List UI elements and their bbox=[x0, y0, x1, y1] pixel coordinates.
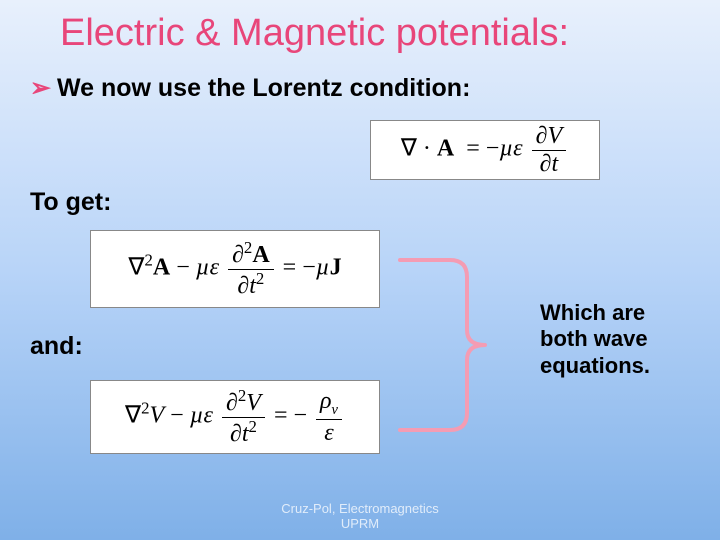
brace-icon bbox=[395, 235, 500, 455]
note-l3: equations. bbox=[540, 353, 650, 378]
footer-l1: Cruz-Pol, Electromagnetics bbox=[281, 501, 439, 516]
eq1-t: t bbox=[551, 151, 558, 177]
eq2-J: J bbox=[330, 255, 342, 281]
eq3-f1d-d: ∂ bbox=[230, 421, 242, 447]
eq1-A: A bbox=[437, 136, 454, 162]
eq3-f1d-sup: 2 bbox=[249, 417, 257, 436]
bullet-text: We now use the Lorentz condition: bbox=[57, 74, 470, 103]
bullet-prefix: We bbox=[57, 74, 94, 102]
footer: Cruz-Pol, Electromagnetics UPRM bbox=[281, 501, 439, 532]
eq3-V: V bbox=[150, 403, 165, 429]
eq2-f1n-d: ∂ bbox=[232, 242, 244, 268]
bullet-line: ➢ We now use the Lorentz condition: bbox=[0, 55, 720, 103]
eq2-frac: ∂2A ∂t2 bbox=[228, 239, 274, 299]
eq3-nabla-sup: 2 bbox=[141, 399, 149, 418]
eq3-rho-sub: ν bbox=[332, 402, 338, 418]
eq1-nabla-dot: ∇ · bbox=[401, 136, 431, 162]
eq2-f1d-sup: 2 bbox=[256, 269, 264, 288]
footer-l2: UPRM bbox=[341, 516, 379, 531]
eq1-dnum: ∂ bbox=[536, 123, 548, 149]
eq2-eq: = − bbox=[283, 255, 316, 281]
label-and: and: bbox=[0, 332, 83, 361]
chevron-icon: ➢ bbox=[30, 73, 51, 103]
eq2-eps: ε bbox=[210, 255, 219, 281]
label-to-get: To get: bbox=[0, 188, 111, 217]
note-l1: Which are bbox=[540, 300, 645, 325]
eq3-den-eps: ε bbox=[324, 420, 333, 446]
equation-lorentz-condition: ∇ · A = −µε ∂V ∂t bbox=[370, 120, 600, 180]
eq2-f1d-t: t bbox=[249, 273, 256, 299]
note-text: Which are both wave equations. bbox=[540, 300, 690, 379]
eq1-eq-neg: = − bbox=[466, 136, 499, 162]
eq3-eq: = − bbox=[274, 403, 307, 429]
slide-title: Electric & Magnetic potentials: bbox=[0, 0, 720, 55]
eq2-mu: µ bbox=[196, 255, 210, 281]
note-l2a: both bbox=[540, 326, 594, 351]
eq3-f1d-t: t bbox=[242, 421, 249, 447]
eq1-V: V bbox=[547, 123, 562, 149]
eq1-frac: ∂V ∂t bbox=[532, 123, 567, 177]
eq1-dden: ∂ bbox=[540, 151, 552, 177]
eq3-mu: µ bbox=[190, 403, 204, 429]
eq3-rho: ρ bbox=[320, 388, 332, 414]
eq2-rhs-mu: µ bbox=[316, 255, 330, 281]
eq3-f1n-sup: 2 bbox=[238, 386, 246, 405]
eq2-nabla-sup: 2 bbox=[144, 251, 152, 270]
eq1-mu: µ bbox=[499, 136, 513, 162]
eq2-f1d-d: ∂ bbox=[237, 273, 249, 299]
eq3-rhs-frac: ρν ε bbox=[316, 388, 342, 446]
equation-wave-V: ∇2V − µε ∂2V ∂t2 = − ρν ε bbox=[90, 380, 380, 454]
note-l2b: wave bbox=[594, 326, 648, 351]
eq2-A: A bbox=[153, 255, 170, 281]
bullet-rest: now use the bbox=[94, 74, 252, 102]
eq3-f1n-V: V bbox=[246, 390, 261, 416]
eq3-frac: ∂2V ∂t2 bbox=[222, 387, 265, 447]
eq2-minus: − bbox=[176, 255, 196, 281]
eq2-f1n-A: A bbox=[252, 242, 269, 268]
eq3-f1n-d: ∂ bbox=[226, 390, 238, 416]
eq1-eps: ε bbox=[513, 136, 522, 162]
eq3-minus: − bbox=[170, 403, 190, 429]
eq2-nabla: ∇ bbox=[128, 255, 144, 281]
eq3-eps: ε bbox=[204, 403, 213, 429]
equation-wave-A: ∇2A − µε ∂2A ∂t2 = −µJ bbox=[90, 230, 380, 308]
eq3-nabla: ∇ bbox=[125, 403, 141, 429]
bullet-emph: Lorentz condition: bbox=[252, 74, 470, 102]
